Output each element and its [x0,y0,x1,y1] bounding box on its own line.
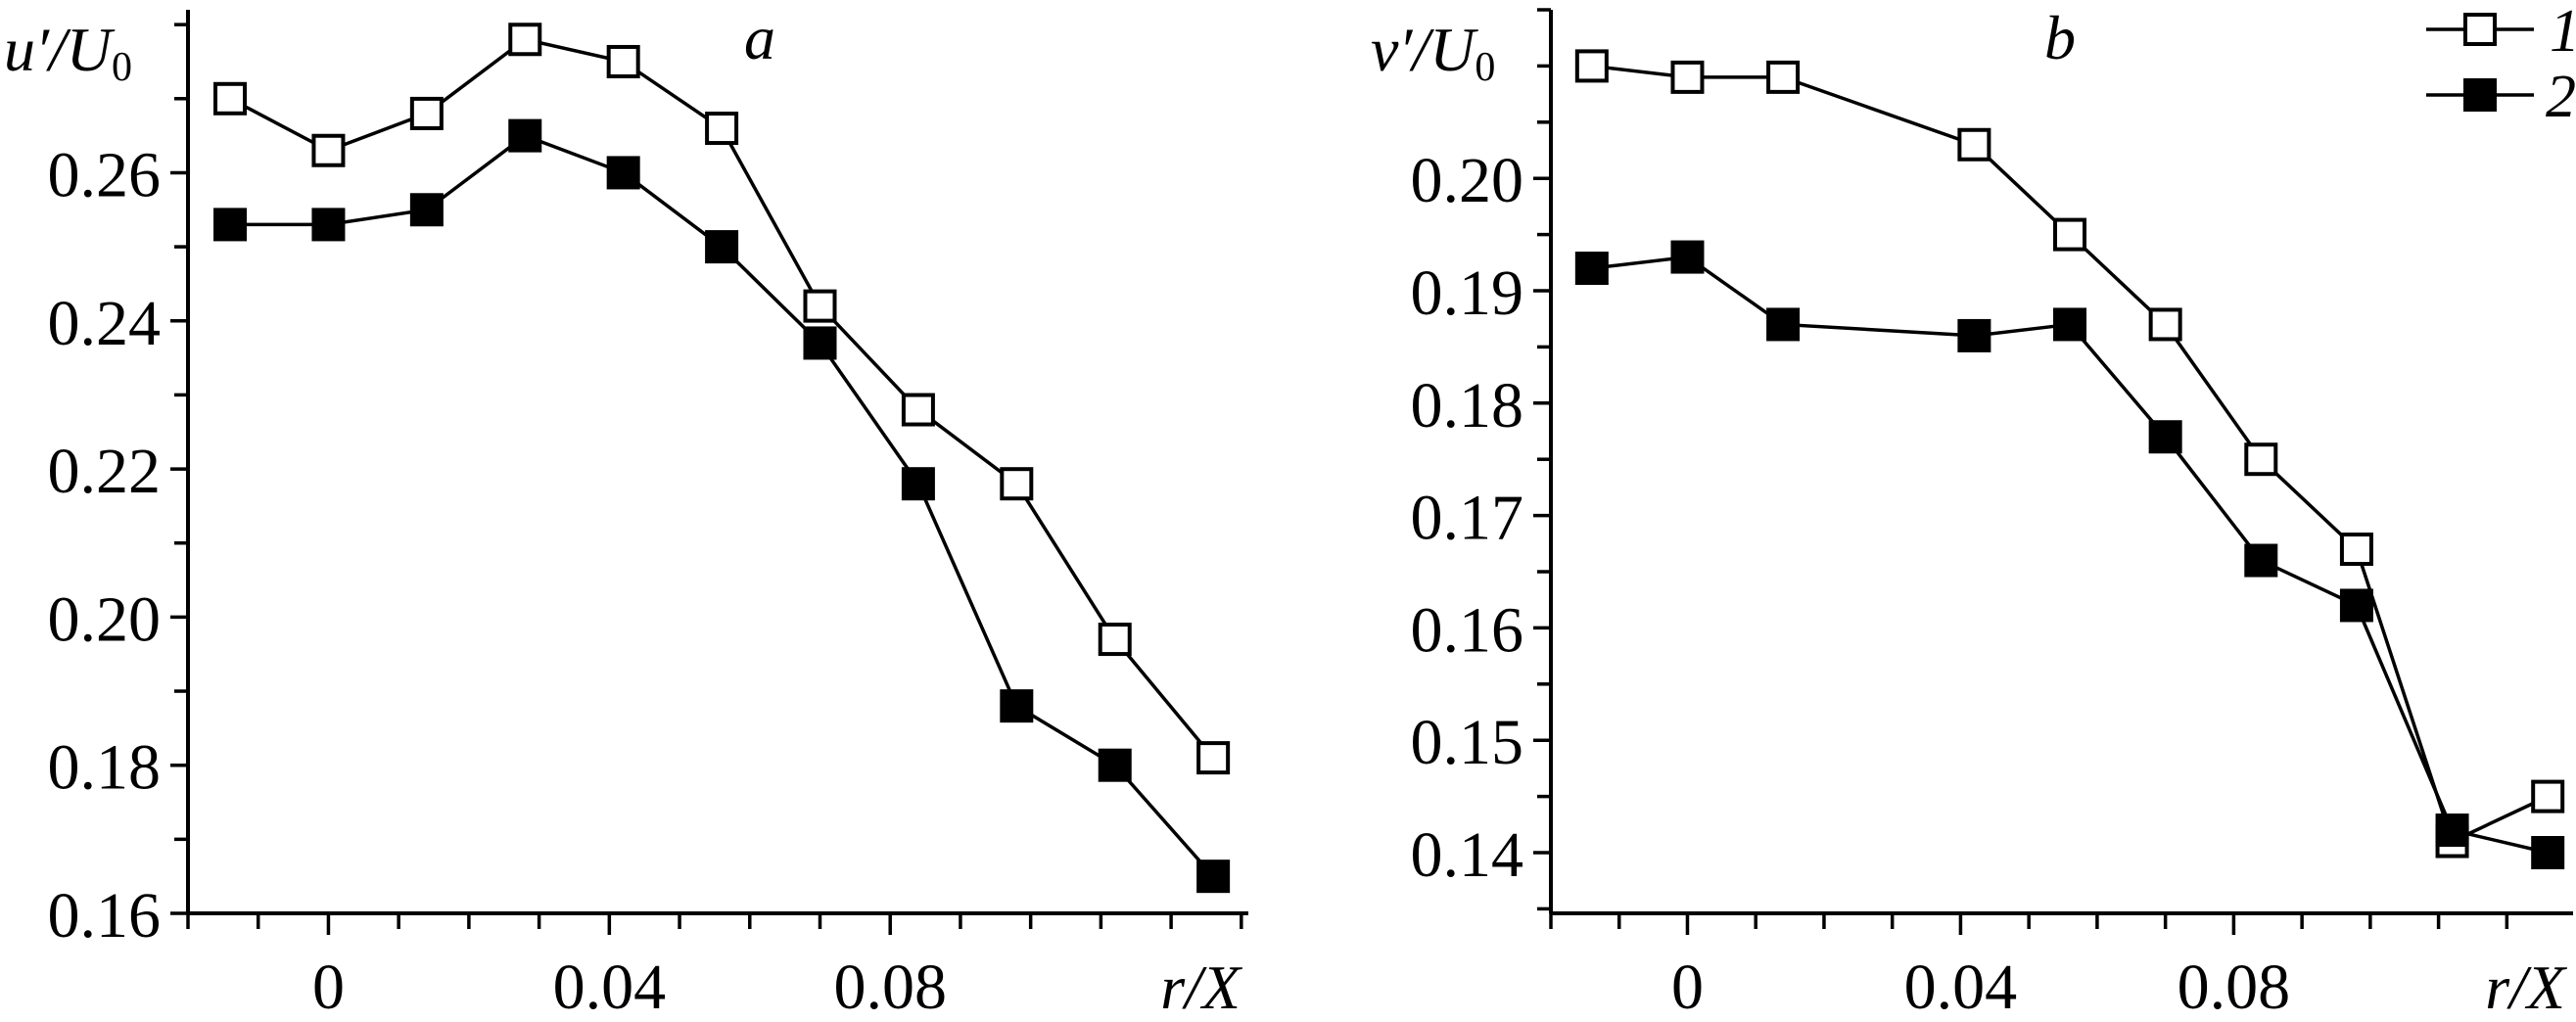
data-point-series-1 [409,96,444,130]
data-point-series-2 [1098,748,1132,782]
panel-b: 0 0.04 0.08 0.14 0.15 0.16 0.17 0.18 0.19 0.20 v′/… [1371,3,2573,1022]
series-line-2 [1591,255,2549,855]
data-point-series-2 [2531,836,2565,870]
x-tick-label: 0.04 [1904,952,2018,1022]
data-point-series-1 [901,393,935,427]
data-point-series-2 [409,193,444,227]
data-point-series-2 [508,118,542,153]
legend: 1 2 [2426,0,2576,130]
x-tick-label: 0 [1671,952,1704,1022]
x-tick-label: 0 [312,952,345,1022]
data-point-series-2 [2148,420,2182,454]
data-point-series-2 [803,326,837,360]
legend-label-1: 1 [2550,0,2576,65]
data-point-series-1 [705,112,739,146]
data-point-series-1 [803,289,837,323]
data-point-series-2 [2435,813,2469,848]
data-point-series-2 [901,467,935,501]
data-point-series-1 [311,133,346,167]
data-point-series-2 [1766,307,1801,342]
x-tick-label: 0.08 [2178,952,2291,1022]
data-point-series-1 [1000,467,1034,501]
data-point-series-2 [1000,689,1034,723]
data-point-series-1 [2244,442,2278,477]
data-point-series-1 [1196,741,1231,775]
x-axis-title: r/X [2485,952,2568,1022]
data-point-series-2 [1574,252,1609,286]
y-axis-title: v′/U0 [1371,15,1495,90]
data-point-series-1 [2148,307,2182,342]
x-tick-label: 0.04 [553,952,667,1022]
data-point-series-1 [2339,533,2373,567]
data-point-series-2 [2244,543,2278,578]
data-point-series-2 [213,208,248,242]
data-point-series-1 [606,44,640,78]
data-point-series-2 [2339,588,2373,623]
y-tick-label: 0.26 [48,139,162,210]
y-axis-title-subscript: 0 [1475,45,1495,90]
data-point-series-1 [1957,127,1991,162]
y-tick-label: 0.19 [1411,257,1524,329]
data-point-series-1 [508,23,542,57]
data-point-series-2 [2053,307,2087,342]
data-point-series-1 [213,81,248,116]
data-point-series-1 [2531,779,2565,813]
x-tick-label: 0.08 [833,952,947,1022]
y-tick-label: 0.18 [1411,370,1524,441]
data-point-series-1 [1574,49,1609,83]
legend-label-2: 2 [2546,64,2576,130]
y-tick-label: 0.18 [48,732,162,804]
y-tick-label: 0.14 [1411,819,1524,891]
y-tick-label: 0.20 [48,583,162,655]
data-point-series-2 [606,156,640,190]
series-line-1 [1591,64,2549,844]
panel-label: b [2044,3,2076,72]
data-point-series-2 [1957,318,1991,352]
y-tick-label: 0.15 [1411,707,1524,778]
data-point-series-2 [705,230,739,264]
legend-marker-filled-square [2463,78,2497,112]
data-point-series-2 [1670,240,1705,274]
data-point-series-1 [1670,60,1705,94]
y-axis-title: u′/U0 [4,15,132,90]
y-tick-label: 0.17 [1411,483,1524,554]
panel-a: 0 0.04 0.08 0.16 0.18 0.20 0.22 0.24 0.26 u′/U0 r/… [4,3,1248,1022]
y-tick-label: 0.22 [48,436,162,507]
data-point-series-2 [1196,859,1231,894]
data-point-series-1 [1098,623,1132,657]
data-point-series-1 [2053,217,2087,252]
legend-marker-open-square [2463,13,2497,46]
x-axis-title: r/X [1160,952,1243,1022]
y-tick-label: 0.16 [1411,594,1524,666]
data-point-series-2 [311,208,346,242]
y-tick-label: 0.16 [48,880,162,952]
y-axis-title-subscript: 0 [112,45,132,90]
y-tick-label: 0.20 [1411,145,1524,216]
y-tick-label: 0.24 [48,288,162,359]
panel-label: a [744,3,775,72]
series-line-1 [229,37,1215,760]
data-point-series-1 [1766,60,1801,94]
